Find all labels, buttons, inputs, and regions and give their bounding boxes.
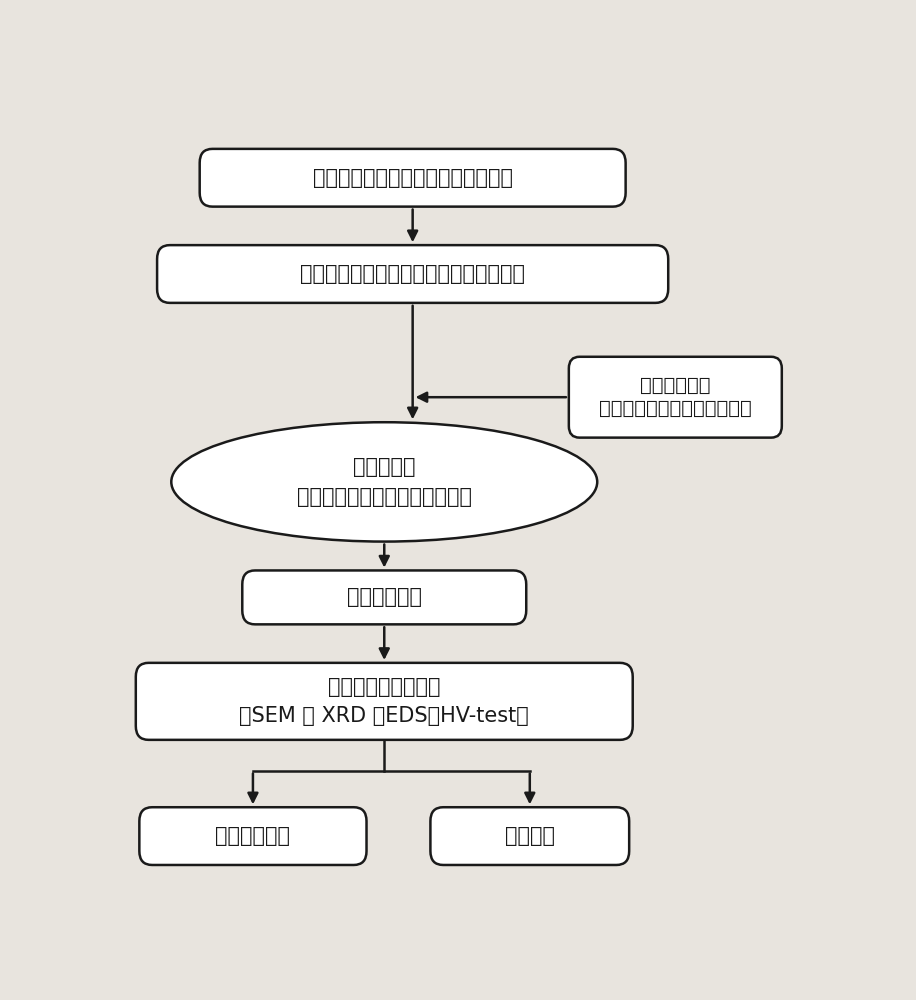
FancyBboxPatch shape: [200, 149, 626, 207]
Text: 基材试块制取: 基材试块制取: [640, 376, 711, 395]
Text: 粉末预涂覆: 粉末预涂覆: [353, 457, 416, 477]
FancyBboxPatch shape: [431, 807, 629, 865]
FancyBboxPatch shape: [136, 663, 633, 740]
Text: 性能测试: 性能测试: [505, 826, 555, 846]
Text: 工艺、成分选择（各个系列、编号）: 工艺、成分选择（各个系列、编号）: [312, 168, 513, 188]
FancyBboxPatch shape: [139, 807, 366, 865]
Ellipse shape: [171, 422, 597, 542]
Text: 制样、组织性能分析: 制样、组织性能分析: [328, 677, 441, 697]
Text: （切割、打磨、清洗、编号）: （切割、打磨、清洗、编号）: [599, 399, 752, 418]
Text: 激光熔覆实验: 激光熔覆实验: [347, 587, 421, 607]
Text: 显微组织特征: 显微组织特征: [215, 826, 290, 846]
FancyBboxPatch shape: [158, 245, 668, 303]
FancyBboxPatch shape: [242, 570, 526, 624]
Text: （SEM 、 XRD 、EDS、HV-test）: （SEM 、 XRD 、EDS、HV-test）: [239, 706, 529, 726]
FancyBboxPatch shape: [569, 357, 781, 438]
Text: （根据成分、工艺参数等编号）: （根据成分、工艺参数等编号）: [297, 487, 472, 507]
Text: 配置涂层粉末（称匀、干燥、研混粉末）: 配置涂层粉末（称匀、干燥、研混粉末）: [300, 264, 525, 284]
